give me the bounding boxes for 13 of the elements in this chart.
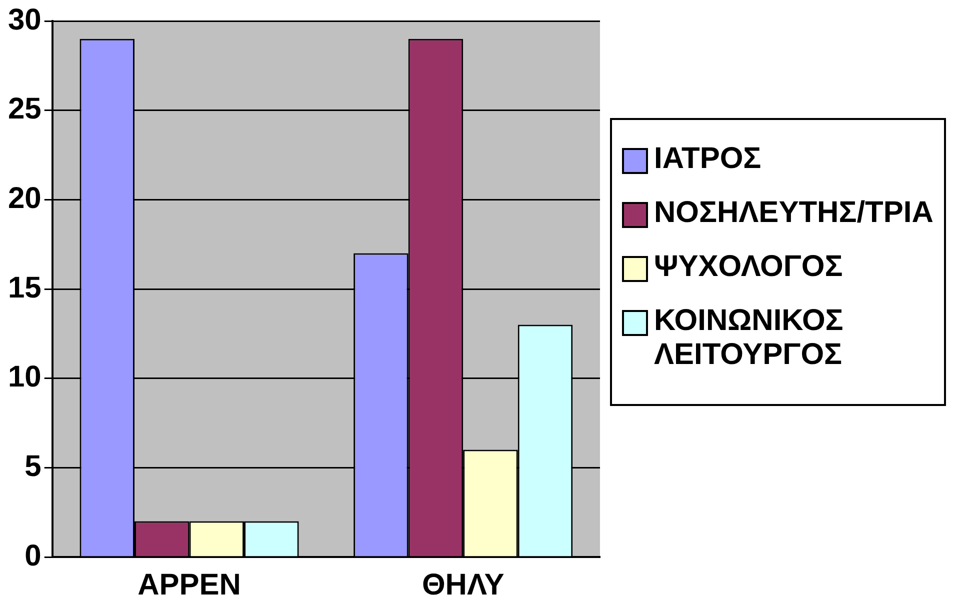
y-tick-label: 10 bbox=[8, 360, 42, 394]
y-tick-label: 25 bbox=[8, 92, 42, 126]
y-tick-label: 20 bbox=[8, 182, 42, 215]
y-tick-label: 30 bbox=[8, 3, 42, 36]
legend-label: ΝΟΣΗΛΕΥΤΗΣ/ΤΡΙΑ bbox=[654, 196, 934, 230]
y-tick-label: 0 bbox=[24, 539, 42, 572]
legend-label: ΙΑΤΡΟΣ bbox=[654, 142, 762, 176]
legend-label: ΚΟΙΝΩΝΙΚΟΣ ΛΕΙΤΟΥΡΓΟΣ bbox=[654, 304, 844, 372]
y-tick-label: 5 bbox=[24, 450, 42, 483]
x-tick-label: ΘΗΛΥ bbox=[422, 568, 504, 602]
y-tick-label: 15 bbox=[8, 271, 42, 304]
x-tick-label: ΑΡΡΕΝ bbox=[138, 568, 241, 602]
legend-label: ΨΥΧΟΛΟΓΟΣ bbox=[654, 250, 843, 284]
